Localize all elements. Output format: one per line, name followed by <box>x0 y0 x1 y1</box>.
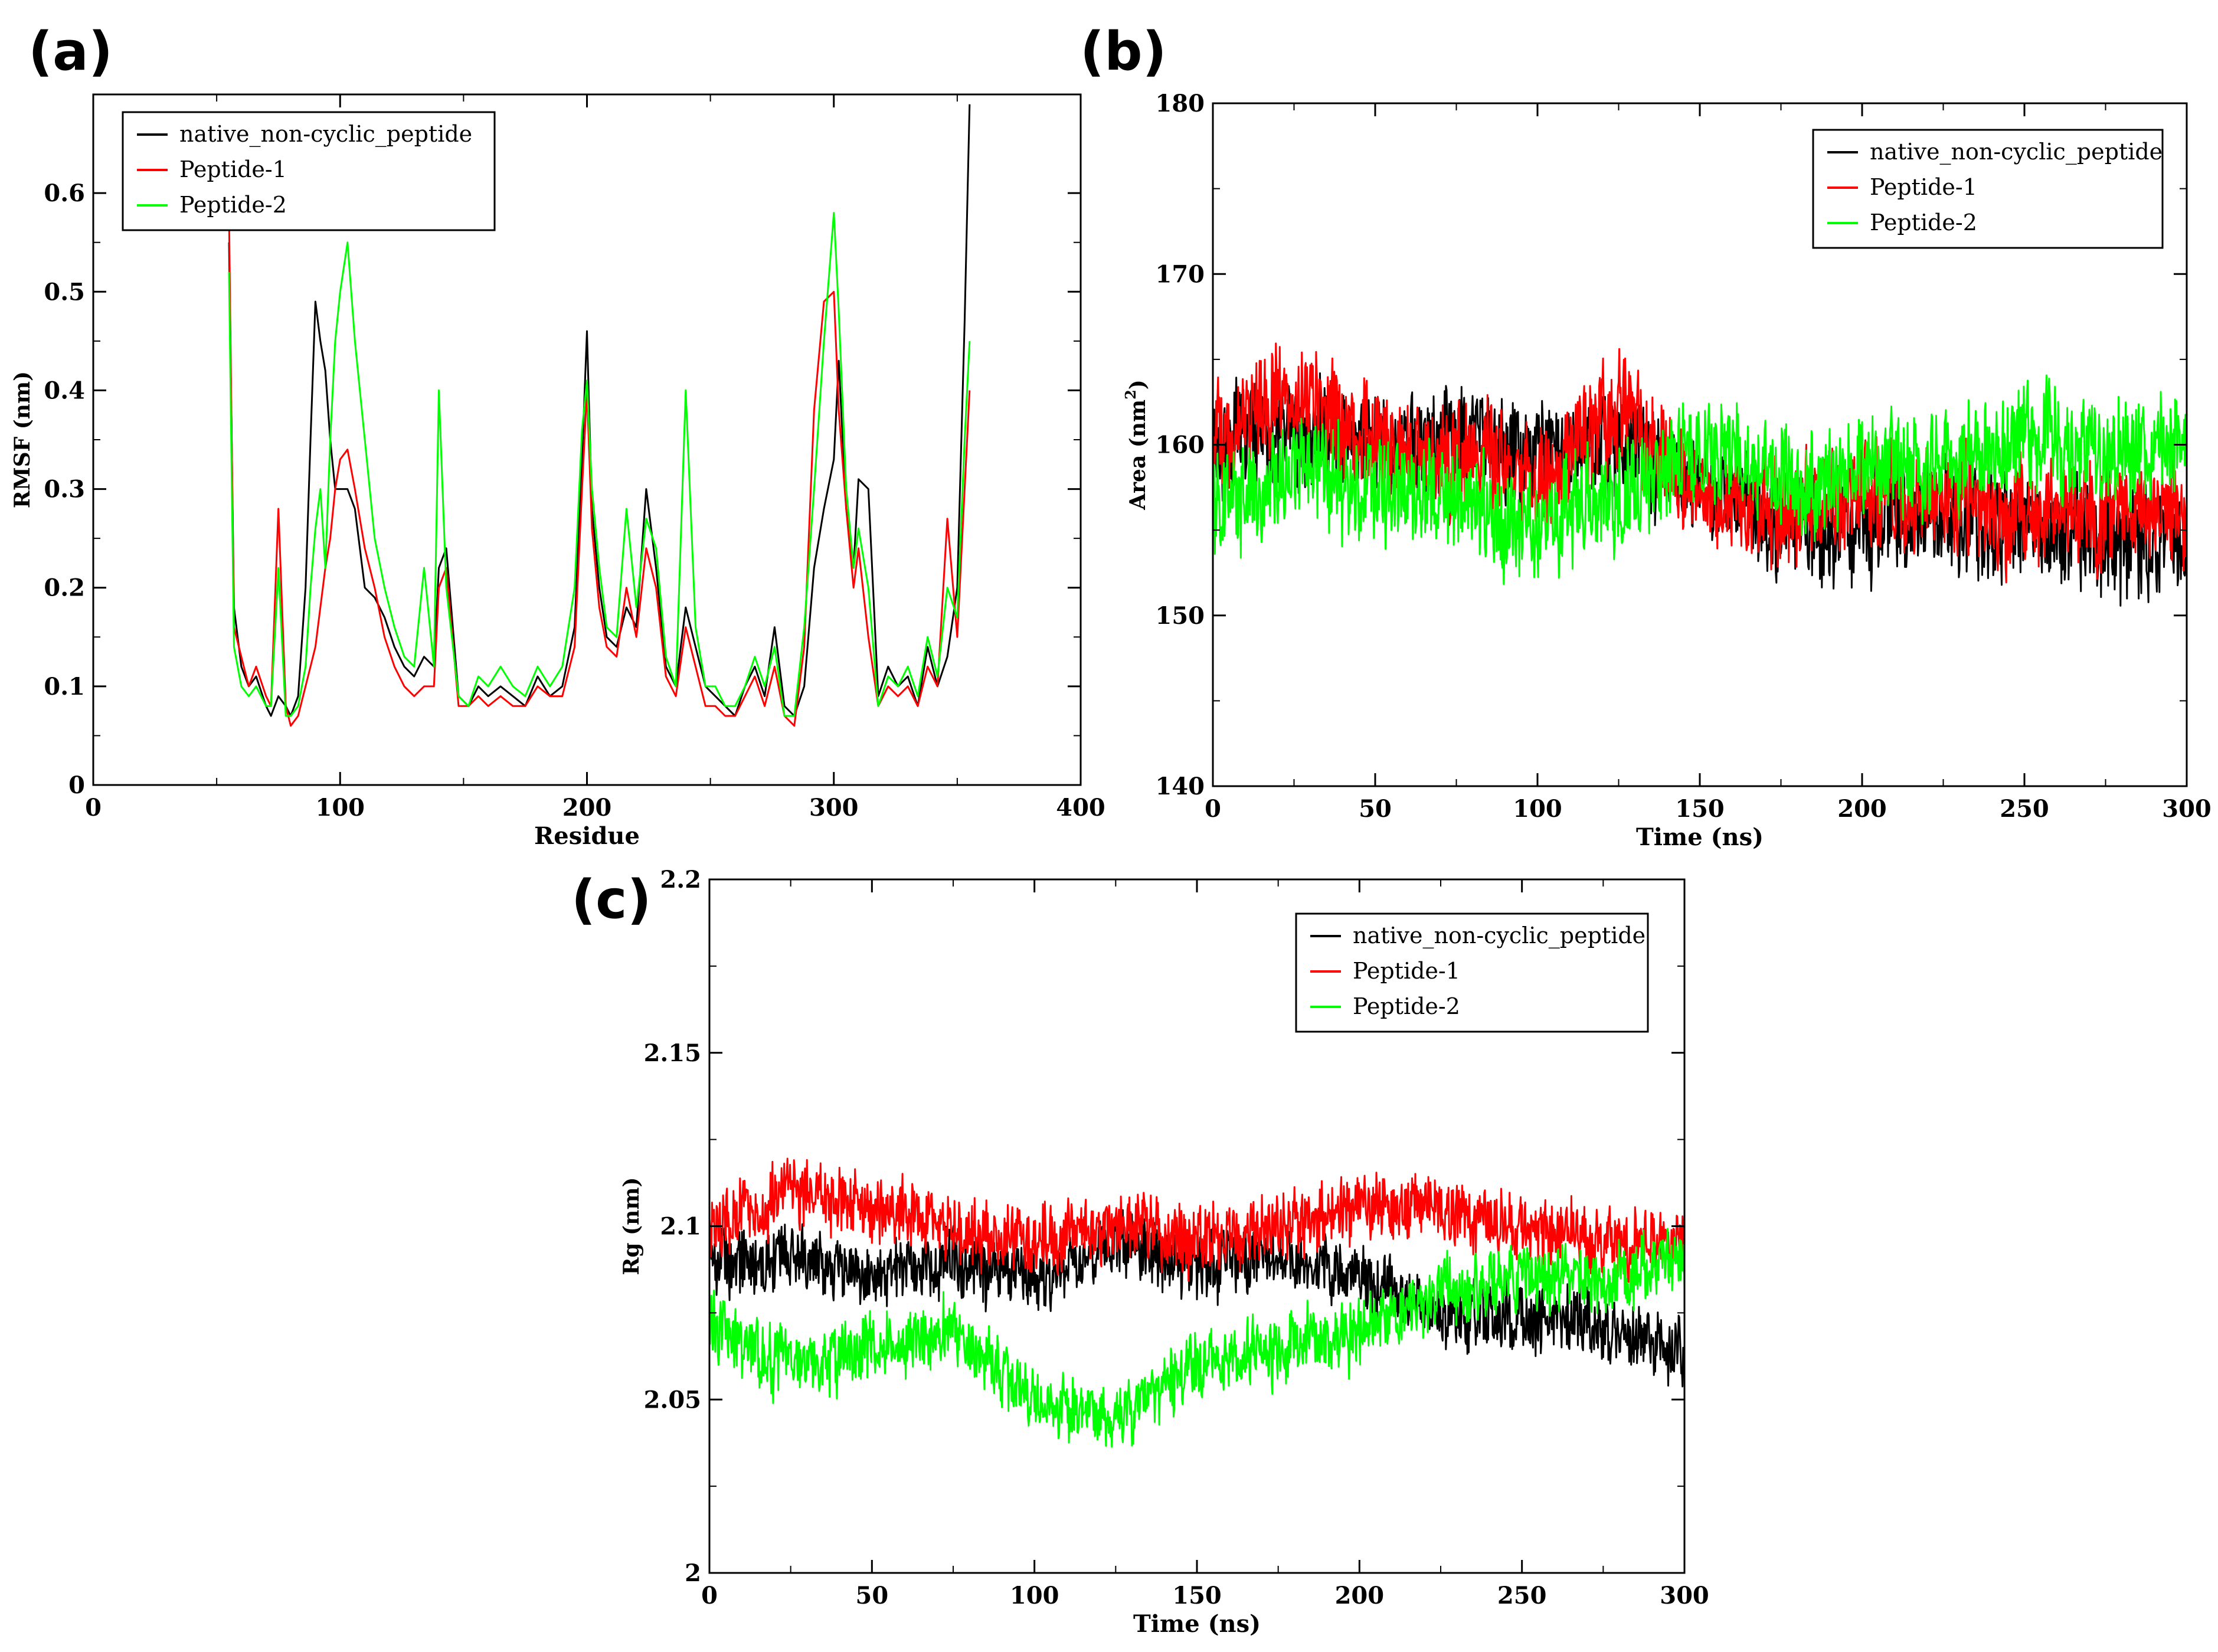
panel-c-xtick-label: 300 <box>1660 1582 1709 1610</box>
panel-a-xtick-label: 300 <box>809 794 859 822</box>
panel-c-xtick-label: 50 <box>855 1582 888 1610</box>
panel-c-xlabel: Time (ns) <box>1133 1610 1261 1638</box>
panel-b-series-3 <box>1213 374 2187 585</box>
panel-a-legend-label-1: native_non-cyclic_peptide <box>179 121 472 148</box>
panel-a-ytick-label: 0.4 <box>44 377 85 404</box>
panel-c-xtick-label: 200 <box>1335 1582 1385 1610</box>
panel-b-xtick-label: 200 <box>1837 795 1887 823</box>
panel-a-ytick-label: 0.3 <box>44 476 85 503</box>
panel-a-legend-label-3: Peptide-2 <box>179 192 287 218</box>
panel-b-xlabel: Time (ns) <box>1636 823 1764 851</box>
panel-b-plot: 0 50 100 150 200 250 300 140 150 160 170 180 Time (n… <box>1122 90 2212 851</box>
panel-c-series-group <box>709 1157 1684 1448</box>
panel-c-ylabel: Rg (nm) <box>619 1177 644 1275</box>
panel-a-ytick-label: 0.1 <box>44 673 85 701</box>
panel-a: (a) 0 100 200 300 400 0 0.1 0.2 0.3 0.4 0.5 0.6 Resi… <box>10 21 1105 850</box>
panel-c-series-2 <box>709 1157 1684 1283</box>
panel-b-xtick-label: 0 <box>1205 795 1221 823</box>
panel-b: (b) 0 50 100 150 200 250 300 140 150 160 170 180 Tim… <box>1080 21 2212 851</box>
panel-a-series-3 <box>228 212 971 717</box>
panel-b-xtick-label: 250 <box>2000 795 2049 823</box>
panel-c-ytick-label: 2 <box>685 1559 701 1587</box>
panel-a-plot: 0 100 200 300 400 0 0.1 0.2 0.3 0.4 0.5 0.6 Residue R… <box>10 93 1105 850</box>
panel-b-xtick-label: 300 <box>2162 795 2212 823</box>
panel-c-series-3 <box>709 1228 1684 1448</box>
panel-b-label: (b) <box>1080 21 1167 83</box>
panel-c-legend-box <box>1295 912 1649 1033</box>
panel-a-ytick-label: 0.5 <box>44 278 85 306</box>
panel-a-legend-label-2: Peptide-1 <box>179 156 287 182</box>
panel-a-xtick-label: 100 <box>316 794 365 822</box>
panel-a-ytick-label: 0.6 <box>44 179 85 207</box>
panel-c-xtick-label: 150 <box>1172 1582 1222 1610</box>
panel-a-series-group <box>228 104 971 727</box>
panel-a-ytick-label: 0.2 <box>44 574 85 602</box>
panel-a-legend-box <box>122 111 496 231</box>
panel-b-legend-label-2: Peptide-1 <box>1870 174 1977 200</box>
panel-b-ylabel-suffix: ) <box>1126 380 1150 390</box>
panel-c-xtick-label: 100 <box>1010 1582 1059 1610</box>
panel-a-xtick-label: 0 <box>85 794 102 822</box>
panel-b-ytick-label: 150 <box>1156 602 1205 630</box>
panel-c-legend-label-1: native_non-cyclic_peptide <box>1353 922 1645 949</box>
panel-b-xtick-label: 150 <box>1675 795 1725 823</box>
panel-b-ylabel: Area (nm2) <box>1122 380 1150 511</box>
panel-a-xtick-label: 200 <box>562 794 612 822</box>
panel-b-ytick-label: 160 <box>1156 431 1205 459</box>
panel-b-series-1 <box>1213 372 2187 607</box>
panel-c: (c) 0 50 100 150 200 250 300 2 2.05 2.1 2.15 2.2 Tim… <box>571 866 1709 1638</box>
panel-a-ylabel: RMSF (nm) <box>10 371 35 508</box>
panel-b-ytick-label: 140 <box>1156 773 1205 800</box>
panel-b-xtick-label: 50 <box>1359 795 1392 823</box>
panel-b-legend-label-1: native_non-cyclic_peptide <box>1870 139 2163 165</box>
panel-b-series-group <box>1213 342 2187 607</box>
panel-c-ytick-label: 2.2 <box>660 866 701 894</box>
panel-c-xtick-label: 0 <box>701 1582 718 1610</box>
panel-a-xtick-label: 400 <box>1056 794 1105 822</box>
panel-a-label: (a) <box>28 21 113 83</box>
panel-c-series-1 <box>709 1209 1684 1388</box>
panel-b-ylabel-superscript: 2 <box>1122 390 1139 400</box>
panel-a-xlabel: Residue <box>534 822 640 850</box>
panel-b-legend-label-3: Peptide-2 <box>1870 210 1977 235</box>
panel-a-ytick-label: 0 <box>68 771 85 799</box>
panel-c-label: (c) <box>571 869 652 931</box>
panel-c-ytick-label: 2.1 <box>660 1213 701 1241</box>
panel-b-series-2 <box>1213 342 2187 584</box>
panel-c-ytick-label: 2.05 <box>644 1386 701 1414</box>
panel-c-ytick-label: 2.15 <box>644 1039 701 1067</box>
panel-c-xtick-label: 250 <box>1497 1582 1547 1610</box>
panel-a-series-2 <box>228 212 971 727</box>
panel-c-legend-label-3: Peptide-2 <box>1353 993 1460 1019</box>
panel-b-legend-box <box>1812 129 2164 249</box>
panel-b-ytick-label: 180 <box>1156 90 1205 117</box>
panel-c-plot: 0 50 100 150 200 250 300 2 2.05 2.1 2.15 2.2 Time (n… <box>619 866 1709 1638</box>
panel-b-xtick-label: 100 <box>1513 795 1562 823</box>
panel-b-ytick-label: 170 <box>1156 260 1205 288</box>
panel-c-legend-label-2: Peptide-1 <box>1353 958 1460 984</box>
